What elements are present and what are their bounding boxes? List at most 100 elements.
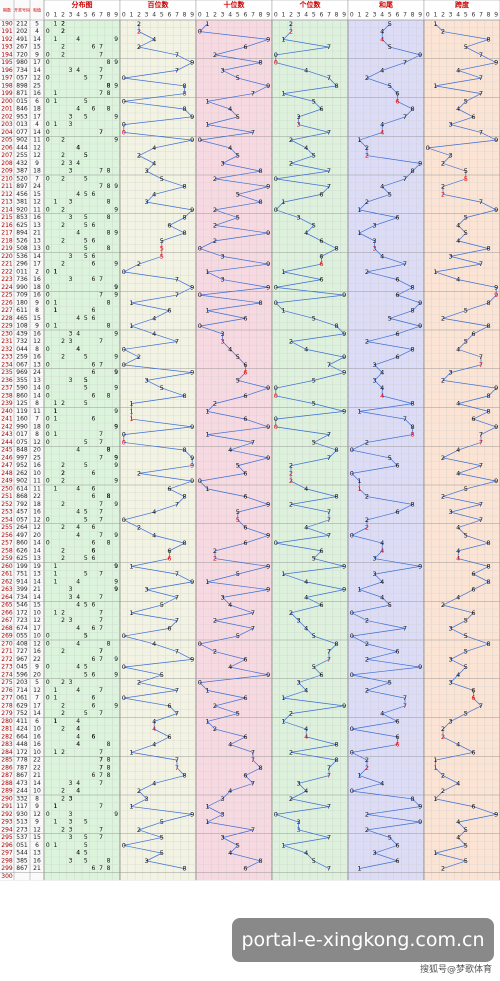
zone-title: 和尾 [378, 0, 393, 9]
trend-digit: 5 [160, 252, 164, 260]
distribution-digit: 5 [84, 664, 88, 671]
trend-digit: 5 [236, 516, 240, 524]
distribution-digit: 4 [76, 625, 80, 632]
trend-digit: 0 [122, 345, 126, 353]
sum: 17 [33, 702, 41, 709]
sum: 7 [35, 416, 39, 423]
distribution-digit: 9 [114, 137, 118, 144]
digit-header: 4 [228, 12, 232, 19]
digit-header: 8 [487, 12, 491, 19]
distribution-digit: 5 [84, 175, 88, 182]
draw-number: 264 [16, 524, 28, 531]
trend-digit: 4 [456, 818, 460, 826]
distribution-digit: 6 [91, 261, 95, 268]
distribution-digit: 6 [91, 485, 95, 492]
trend-digit: 3 [145, 586, 149, 594]
distribution-digit: 1 [53, 687, 57, 694]
trend-digit: 4 [456, 547, 460, 555]
period: 240 [1, 408, 13, 415]
distribution-digit: 8 [107, 106, 111, 113]
draw-number: 867 [16, 772, 28, 779]
trend-digit: 1 [205, 578, 209, 586]
trend-digit: 4 [456, 469, 460, 477]
trend-digit: 5 [464, 857, 468, 865]
distribution-digit: 2 [61, 795, 65, 802]
distribution-digit: 7 [99, 687, 103, 694]
trend-digit: 2 [213, 221, 217, 229]
digit-header: 7 [251, 12, 255, 19]
draw-number: 546 [16, 602, 28, 609]
distribution-digit: 4 [76, 602, 80, 609]
trend-digit: 7 [327, 834, 331, 842]
period: 288 [1, 780, 13, 787]
trend-digit: 4 [380, 539, 384, 547]
trend-digit: 4 [380, 35, 384, 43]
period: 243 [1, 431, 13, 438]
trend-digit: 7 [327, 74, 331, 82]
distribution-digit: 3 [69, 199, 73, 206]
trend-digit: 6 [395, 508, 399, 516]
sum: 10 [33, 633, 41, 640]
distribution-digit: 7 [99, 67, 103, 74]
sum: 9 [35, 160, 39, 167]
trend-digit: 1 [357, 136, 361, 144]
trend-digit: 2 [289, 795, 293, 803]
distribution-digit: 8 [107, 772, 111, 779]
draw-number: 611 [16, 307, 28, 314]
distribution-digit: 7 [99, 532, 103, 539]
distribution-digit: 7 [99, 431, 103, 438]
trend-line [122, 23, 194, 869]
period: 265 [1, 602, 13, 609]
distribution-digit: 6 [91, 547, 95, 554]
period: 292 [1, 811, 13, 818]
trend-digit: 3 [221, 593, 225, 601]
trend-digit: 7 [175, 276, 179, 284]
trend-digit: 4 [380, 578, 384, 586]
trend-digit: 8 [411, 345, 415, 353]
trend-digit: 8 [183, 539, 187, 547]
period: 299 [1, 865, 13, 872]
trend-digit: 9 [494, 283, 498, 291]
period: 264 [1, 594, 13, 601]
trend-digit: 6 [243, 493, 247, 501]
distribution-digit: 4 [76, 447, 80, 454]
sum: 11 [33, 137, 41, 144]
period: 239 [1, 400, 13, 407]
period: 257 [1, 540, 13, 547]
distribution-digit: 2 [61, 478, 65, 485]
period: 236 [1, 377, 13, 384]
distribution-digit: 2 [61, 44, 65, 51]
trend-digit: 3 [297, 779, 301, 787]
draw-number: 456 [16, 191, 28, 198]
trend-digit: 5 [464, 175, 468, 183]
sum: 16 [33, 509, 41, 516]
trend-digit: 3 [449, 655, 453, 663]
distribution-digit: 9 [114, 408, 118, 415]
distribution-digit: 9 [114, 532, 118, 539]
distribution-digit: 9 [114, 354, 118, 361]
trend-digit: 6 [243, 733, 247, 741]
distribution-digit: 8 [107, 299, 111, 306]
distribution-digit: 5 [84, 253, 88, 260]
trend-digit: 4 [152, 144, 156, 152]
trend-digit: 3 [221, 252, 225, 260]
draw-number: 920 [16, 206, 28, 213]
trend-digit: 2 [365, 655, 369, 663]
distribution-digit: 1 [53, 98, 57, 105]
period: 205 [1, 137, 13, 144]
trend-digit: 3 [373, 221, 377, 229]
trend-digit: 7 [175, 570, 179, 578]
distribution-digit: 3 [69, 168, 73, 175]
trend-digit: 7 [251, 438, 255, 446]
distribution-digit: 4 [76, 36, 80, 43]
distribution-digit: 7 [99, 625, 103, 632]
digit-header: 4 [152, 12, 156, 19]
trend-digit: 9 [418, 562, 422, 570]
trend-digit: 9 [190, 113, 194, 121]
trend-digit: 8 [335, 756, 339, 764]
distribution-digit: 9 [114, 330, 118, 337]
digit-header: 3 [449, 12, 453, 19]
trend-digit: 7 [175, 338, 179, 346]
distribution-digit: 0 [46, 59, 50, 66]
distribution-digit: 1 [53, 307, 57, 314]
